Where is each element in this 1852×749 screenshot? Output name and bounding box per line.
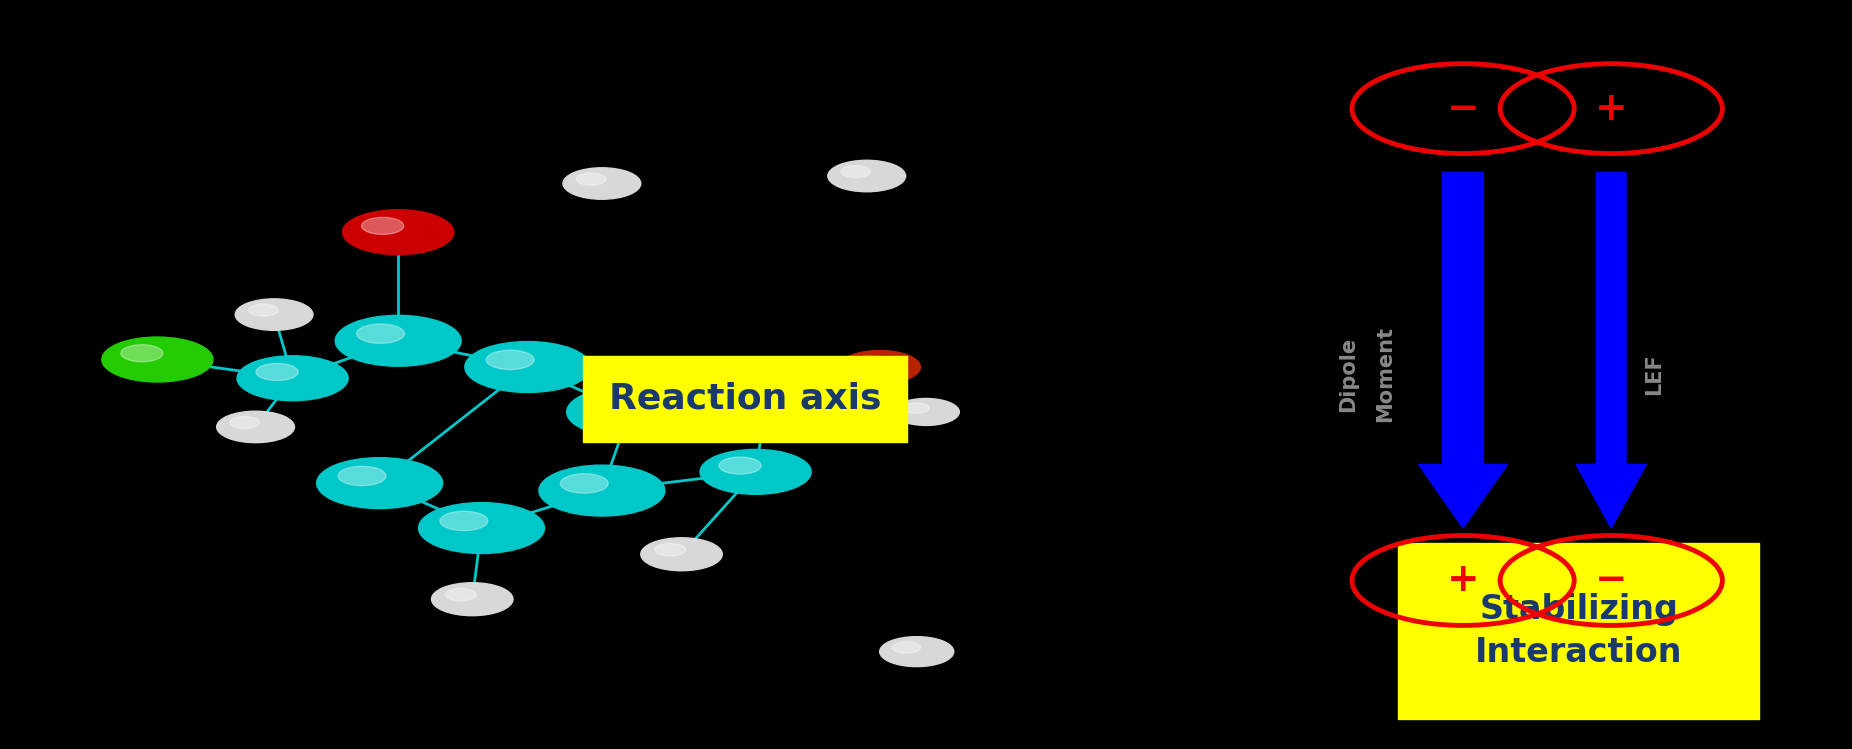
FancyBboxPatch shape [583,356,907,442]
Text: LEF: LEF [1645,354,1663,395]
FancyBboxPatch shape [1398,543,1759,719]
Text: Stabilizing
Interaction: Stabilizing Interaction [1474,592,1683,670]
Circle shape [441,512,487,530]
Circle shape [539,465,665,516]
Circle shape [893,642,920,653]
Circle shape [700,449,811,494]
Circle shape [248,304,278,316]
Text: Reaction axis: Reaction axis [609,382,882,416]
Circle shape [839,351,920,383]
Circle shape [432,583,513,616]
Circle shape [841,166,870,178]
Circle shape [893,398,959,425]
Circle shape [654,543,685,556]
Circle shape [335,315,461,366]
Circle shape [230,416,259,428]
Circle shape [641,538,722,571]
Circle shape [256,363,298,380]
Circle shape [828,160,906,192]
Circle shape [102,337,213,382]
Circle shape [361,217,404,234]
Polygon shape [1576,172,1646,528]
Circle shape [706,364,832,415]
Circle shape [561,474,607,493]
Circle shape [589,395,635,414]
Circle shape [563,168,641,199]
Circle shape [235,299,313,330]
Circle shape [339,467,385,485]
Circle shape [237,356,348,401]
Circle shape [317,458,443,509]
Circle shape [719,457,761,474]
Circle shape [444,588,476,601]
Circle shape [567,386,693,437]
Text: +: + [1446,562,1480,599]
Circle shape [217,411,294,443]
Text: −: − [1595,562,1628,599]
Circle shape [487,351,533,369]
Circle shape [357,324,404,343]
Circle shape [419,503,544,554]
Text: Moment: Moment [1376,327,1395,422]
Circle shape [880,637,954,667]
Circle shape [576,173,606,185]
Circle shape [465,342,591,392]
Circle shape [728,373,774,392]
Circle shape [904,403,930,413]
Text: −: − [1446,90,1480,127]
Polygon shape [1419,172,1508,528]
Circle shape [343,210,454,255]
Circle shape [852,356,883,369]
Text: Dipole: Dipole [1339,337,1358,412]
Circle shape [120,345,163,362]
Text: +: + [1595,90,1628,127]
